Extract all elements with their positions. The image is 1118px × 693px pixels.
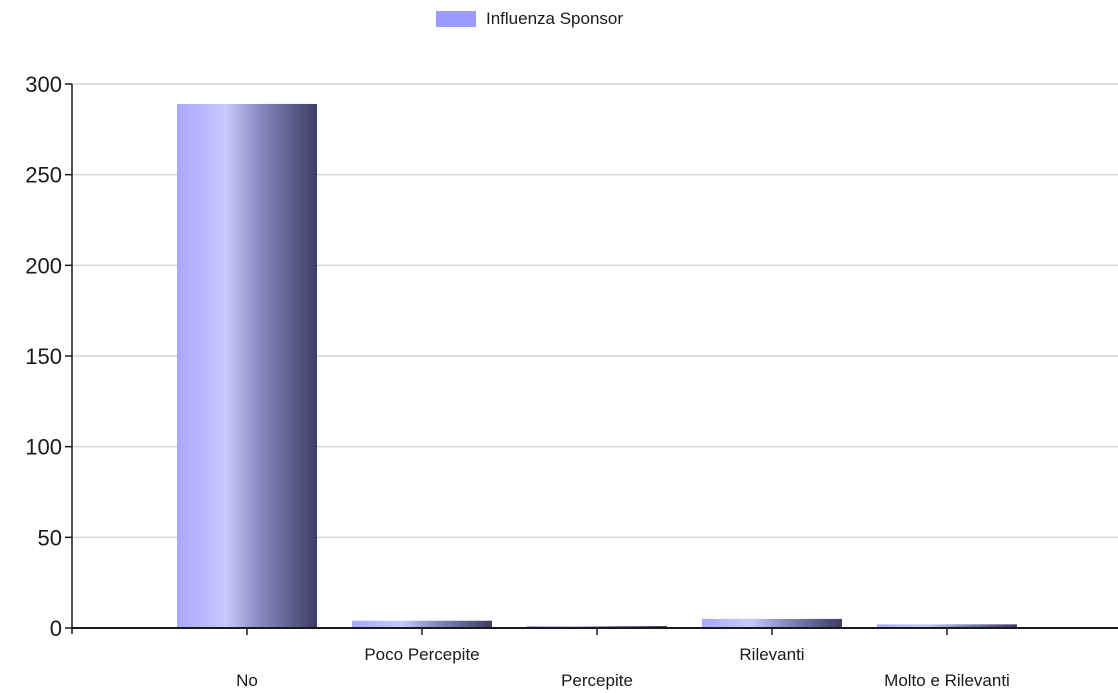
x-tick-label: Molto e Rilevanti	[884, 671, 1010, 690]
bars	[177, 103, 1017, 629]
bar-no	[177, 103, 317, 629]
bar-rilevanti	[702, 618, 842, 628]
x-axis-ticks: No Poco Percepite Percepite Rilevanti Molto …	[236, 628, 1010, 690]
y-tick-label: 50	[38, 525, 62, 550]
legend: Influenza Sponsor	[436, 8, 623, 30]
x-tick-label: Percepite	[561, 671, 633, 690]
y-tick-label: 0	[50, 616, 62, 641]
x-tick-label: Rilevanti	[739, 645, 804, 664]
x-tick-label: Poco Percepite	[364, 645, 479, 664]
legend-swatch	[436, 11, 476, 27]
bar-molto-e-rilevanti	[877, 624, 1017, 628]
x-tick-label: No	[236, 671, 258, 690]
y-tick-label: 200	[25, 253, 62, 278]
y-tick-label: 100	[25, 435, 62, 460]
y-tick-label: 150	[25, 344, 62, 369]
y-axis-ticks: 0 50 100 150 200 250 300	[25, 72, 72, 641]
legend-label: Influenza Sponsor	[486, 9, 624, 28]
y-tick-label: 300	[25, 72, 62, 97]
bar-poco-percepite	[352, 620, 492, 628]
y-tick-label: 250	[25, 163, 62, 188]
